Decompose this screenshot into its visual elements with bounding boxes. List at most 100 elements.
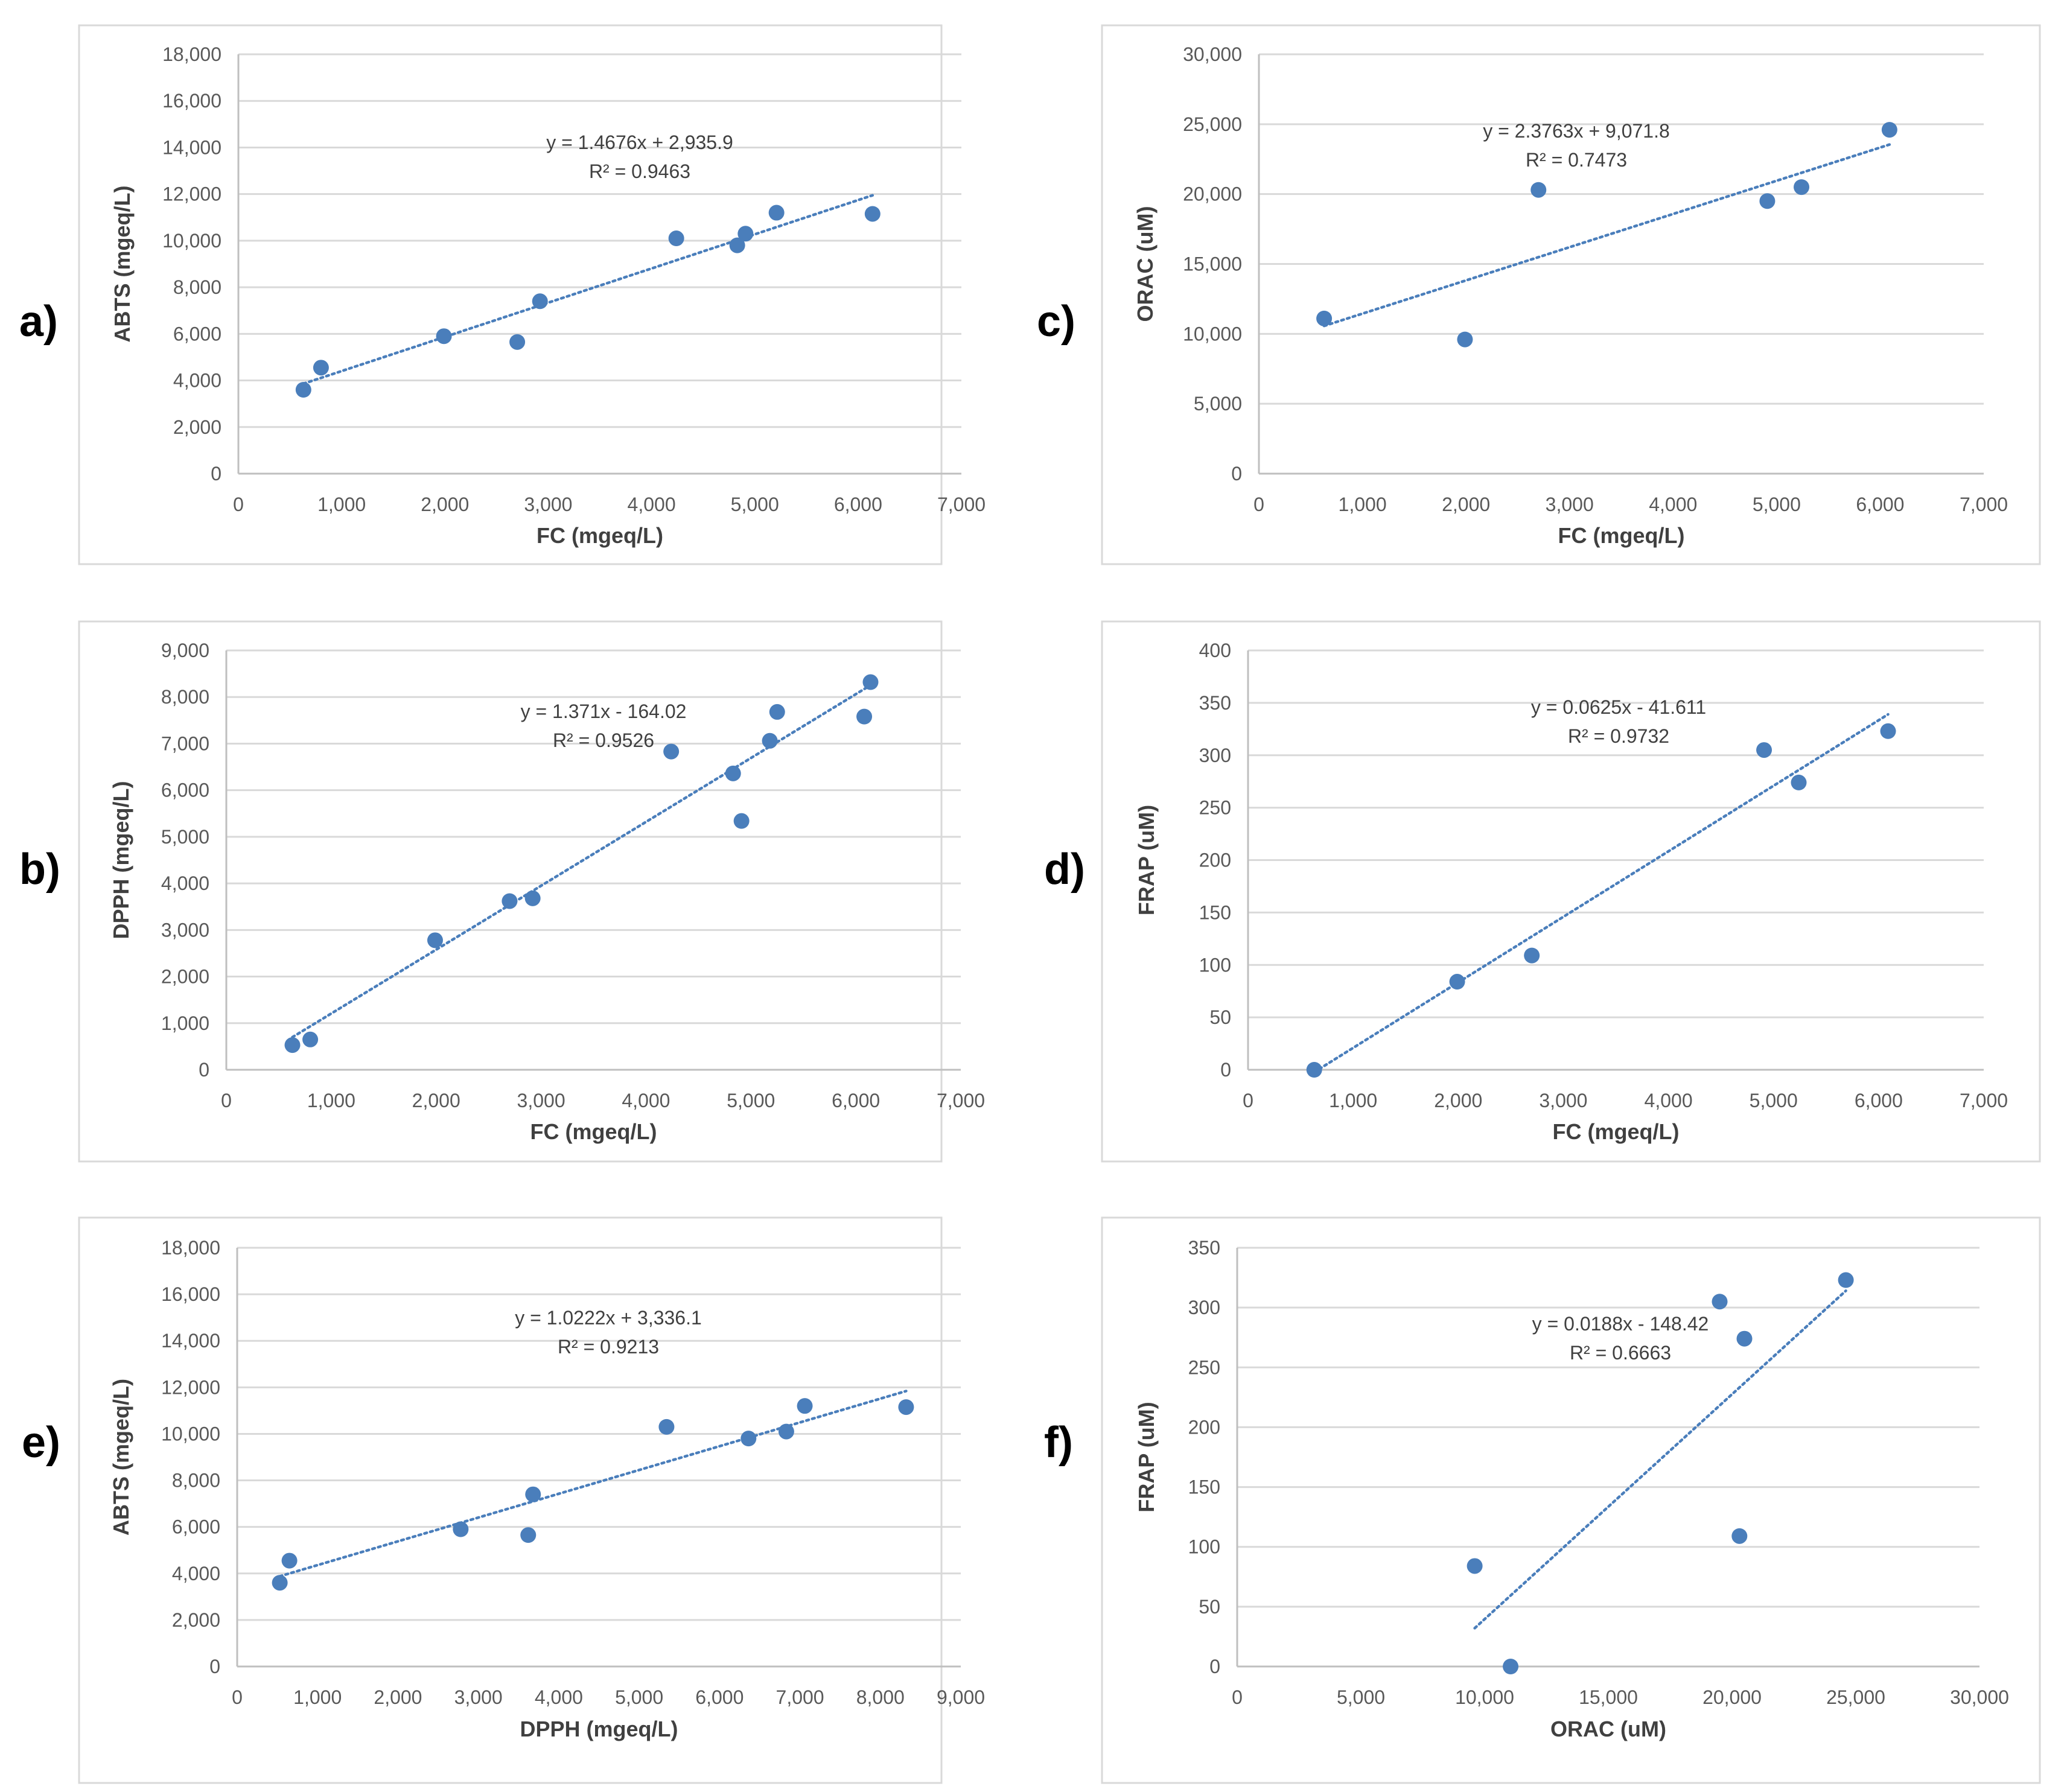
data-point [1467,1558,1483,1574]
panel-label: c) [1037,297,1075,346]
y-tick-label: 150 [1199,901,1231,923]
panel-frame [1101,1216,2041,1784]
trendline-equation: y = 0.0188x - 148.42 [1532,1313,1709,1335]
x-tick-label: 1,000 [1339,494,1387,515]
y-tick-label: 50 [1199,1596,1220,1618]
y-tick-label: 10,000 [162,230,221,252]
y-tick-label: 8,000 [173,276,221,298]
data-point [1449,974,1465,990]
x-axis-title: FC (mgeq/L) [537,523,663,548]
x-tick-label: 1,000 [307,1090,355,1111]
y-tick-label: 400 [1199,640,1231,661]
trendline-equation: y = 1.0222x + 3,336.1 [515,1307,702,1329]
data-point [733,813,750,829]
r-squared-label: R² = 0.7473 [1526,149,1627,171]
x-tick-label: 3,000 [1539,1090,1587,1111]
data-point [797,1398,813,1414]
x-tick-label: 5,000 [1337,1686,1385,1708]
x-tick-label: 6,000 [1856,494,1904,515]
data-point [284,1037,301,1053]
y-tick-label: 9,000 [161,640,209,661]
chart-panel-e: 0 2,000 4,000 6,000 8,000 10,000 12,000 14,000 1… [78,1216,985,1784]
data-point [1794,179,1810,195]
x-tick-label: 2,000 [1434,1090,1482,1111]
data-point [856,708,873,725]
chart-panel-b: 0 1,000 2,000 3,000 4,000 5,000 6,000 7,000 8,00… [78,620,985,1163]
x-tick-label: 0 [1253,494,1264,515]
x-tick-label: 5,000 [1750,1090,1798,1111]
y-tick-label: 6,000 [161,780,209,801]
x-tick-label: 0 [1232,1686,1243,1708]
x-tick-label: 6,000 [1855,1090,1903,1111]
data-point [302,1031,319,1047]
r-squared-label: R² = 0.9213 [558,1336,659,1358]
y-tick-label: 2,000 [161,966,209,988]
panel-label: e) [22,1419,60,1467]
panel-frame [78,1216,943,1784]
data-point [1712,1294,1728,1310]
y-tick-label: 5,000 [1194,393,1242,415]
data-point [862,674,879,690]
chart-panel-c: 0 5,000 10,000 15,000 20,000 25,000 30,000 0 1,0… [1101,24,2041,565]
x-tick-label: 6,000 [832,1090,880,1111]
x-tick-label: 4,000 [1645,1090,1693,1111]
x-tick-label: 7,000 [1960,494,2008,515]
x-tick-label: 0 [233,494,244,515]
x-tick-label: 5,000 [615,1686,663,1708]
y-tick-label: 20,000 [1183,183,1242,205]
y-tick-label: 6,000 [172,1516,220,1538]
data-point [532,293,548,310]
y-tick-label: 16,000 [161,1283,220,1305]
y-tick-label: 10,000 [161,1423,220,1444]
x-tick-label: 5,000 [1753,494,1801,515]
trendline [1313,713,1890,1074]
y-tick-label: 4,000 [161,872,209,894]
panel-label: b) [19,845,60,894]
x-tick-label: 7,000 [937,494,986,515]
x-axis-title: FC (mgeq/L) [1558,523,1685,548]
data-point [1756,742,1772,758]
y-tick-label: 250 [1188,1356,1220,1378]
data-point [1524,947,1540,964]
y-tick-label: 14,000 [162,136,221,158]
data-point [509,334,526,350]
y-tick-label: 10,000 [1183,323,1242,345]
x-tick-label: 9,000 [937,1686,985,1708]
x-tick-label: 6,000 [695,1686,744,1708]
y-tick-label: 8,000 [172,1470,220,1492]
trendline-equation: y = 0.0625x - 41.611 [1531,696,1706,718]
x-axis-title: DPPH (mgeq/L) [520,1717,678,1741]
x-tick-label: 4,000 [622,1090,670,1111]
y-tick-label: 30,000 [1183,43,1242,65]
x-tick-label: 4,000 [1649,494,1697,515]
y-axis-title: FRAP (uM) [1134,1402,1159,1512]
y-tick-label: 25,000 [1183,113,1242,135]
x-tick-label: 4,000 [535,1686,583,1708]
x-tick-label: 7,000 [776,1686,824,1708]
x-tick-label: 15,000 [1579,1686,1638,1708]
trendline [1473,1289,1847,1630]
chart-panel-d: 0 50 100 150 200 250 300 350 400 0 1,000 2,000 3,000… [1101,620,2041,1163]
y-axis-title: ORAC (uM) [1133,206,1158,322]
y-tick-label: 200 [1188,1416,1220,1438]
data-point [725,765,741,781]
y-tick-label: 0 [199,1059,209,1081]
data-point [295,382,311,398]
y-axis-title: DPPH (mgeq/L) [109,781,133,939]
x-tick-label: 0 [221,1090,232,1111]
trendline [1322,143,1891,328]
panel-frame [1101,620,2041,1163]
y-tick-label: 250 [1199,797,1231,819]
data-point [272,1575,288,1591]
y-tick-label: 1,000 [161,1012,209,1034]
y-tick-label: 3,000 [161,919,209,941]
x-tick-label: 2,000 [421,494,469,515]
data-point [740,1431,757,1447]
y-tick-label: 0 [211,463,221,485]
x-axis-title: FC (mgeq/L) [1553,1119,1680,1144]
y-tick-label: 2,000 [172,1609,220,1631]
x-tick-label: 1,000 [317,494,366,515]
data-point [1503,1659,1519,1674]
data-point [502,893,518,909]
